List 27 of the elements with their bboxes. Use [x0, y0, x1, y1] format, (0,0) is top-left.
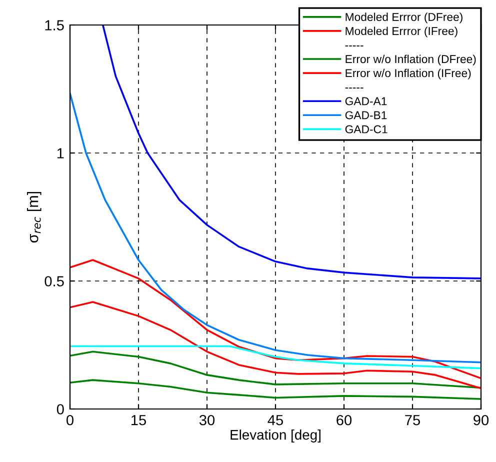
line-series: [70, 379, 481, 400]
y-axis-title: σ$_{rec}$ [m]: [27, 192, 42, 243]
line-series: [70, 259, 481, 380]
legend-label: Error w/o Inflation (DFree): [346, 54, 476, 66]
line-series: [70, 92, 481, 364]
line-series: [70, 301, 481, 390]
line-series: [102, 25, 481, 280]
legend-label: Error w/o Inflation (IFree): [346, 68, 471, 80]
x-tick-label: 0: [66, 414, 74, 426]
legend-label: Modeled Errror (DFree): [346, 12, 462, 24]
legend-label: Modeled Errror (IFree): [346, 26, 458, 38]
x-tick-label: 15: [132, 415, 146, 426]
x-tick-label: 75: [405, 415, 420, 426]
legend-label: GAD-C1: [345, 125, 388, 134]
y-tick-label: 1: [57, 148, 64, 158]
x-tick-label: 60: [336, 414, 352, 426]
x-tick-label: 45: [268, 415, 283, 426]
y-tick-label: 1.5: [45, 20, 64, 30]
x-tick-label: 90: [474, 414, 489, 426]
x-axis-title: Elevation [deg]: [230, 430, 320, 442]
line-series: [70, 350, 481, 389]
line-series: [70, 345, 481, 370]
legend-label: GAD-B1: [345, 111, 387, 120]
x-tick-label: 30: [199, 414, 215, 426]
y-tick-label: 0: [56, 404, 64, 414]
y-tick-label: 0.5: [44, 276, 64, 286]
legend-label: GAD-A1: [345, 97, 387, 106]
